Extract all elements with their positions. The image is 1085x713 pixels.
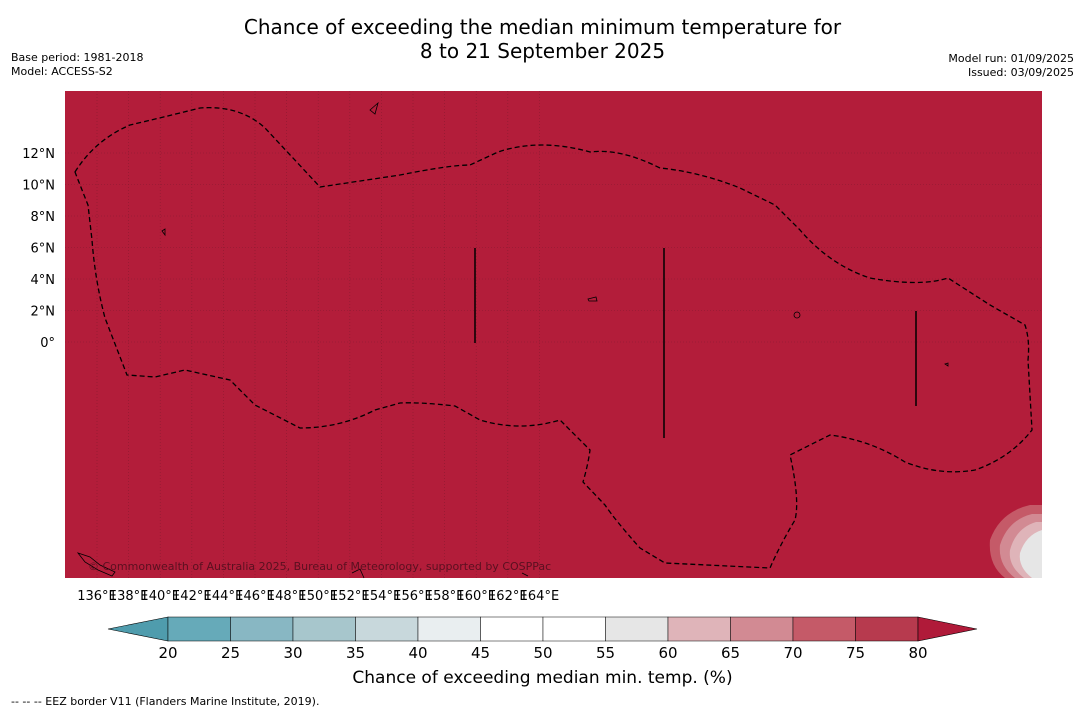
colorbar-segment xyxy=(480,616,544,642)
run-info: Model run: 01/09/2025 Issued: 03/09/2025 xyxy=(948,52,1074,80)
longitude-label: 160°E xyxy=(456,589,496,604)
longitude-label: 150°E xyxy=(298,589,338,604)
copyright-text: © Commonwealth of Australia 2025, Bureau… xyxy=(88,560,551,573)
colorbar-extend-low xyxy=(107,616,169,642)
map-title: Chance of exceeding the median minimum t… xyxy=(0,15,1085,63)
colorbar-segment xyxy=(667,616,731,642)
longitude-label: 138°E xyxy=(109,589,149,604)
colorbar-tick-label: 50 xyxy=(533,644,553,662)
eez-footnote: -- -- -- EEZ border V11 (Flanders Marine… xyxy=(11,695,320,708)
colorbar-tick-label: 25 xyxy=(220,644,241,662)
colorbar-segment xyxy=(230,616,294,642)
longitude-label: 142°E xyxy=(172,589,212,604)
contour-patch xyxy=(989,505,1042,578)
colorbar-tick-label: 75 xyxy=(845,644,866,662)
longitude-label: 156°E xyxy=(393,589,433,604)
colorbar-segment xyxy=(855,616,919,642)
issued-text: Issued: 03/09/2025 xyxy=(967,66,1074,79)
longitude-label: 162°E xyxy=(488,589,528,604)
latitude-label: 12°N xyxy=(22,147,55,162)
base-period-text: Base period: 1981-2018 xyxy=(11,51,144,64)
longitude-label: 136°E xyxy=(77,589,117,604)
islands xyxy=(76,101,949,579)
colorbar-segment xyxy=(730,616,794,642)
latitude-label: 6°N xyxy=(31,242,56,257)
colorbar xyxy=(107,616,978,642)
colorbar-segment xyxy=(417,616,481,642)
colorbar-segment xyxy=(167,616,231,642)
longitude-label: 152°E xyxy=(330,589,370,604)
model-text: Model: ACCESS-S2 xyxy=(11,65,113,78)
colorbar-tick-label: 60 xyxy=(658,644,678,662)
colorbar-title: Chance of exceeding median min. temp. (%… xyxy=(352,668,733,688)
colorbar-segment xyxy=(292,616,356,642)
colorbar-extend-high xyxy=(917,616,978,642)
colorbar-tick-label: 20 xyxy=(158,644,178,662)
latitude-labels: 12°N 10°N 8°N 6°N 4°N 2°N 0° xyxy=(22,147,55,351)
longitude-label: 144°E xyxy=(204,589,244,604)
title-line-2: 8 to 21 September 2025 xyxy=(419,39,666,63)
model-run-text: Model run: 01/09/2025 xyxy=(948,52,1074,65)
colorbar-segment xyxy=(542,616,606,642)
latitude-label: 8°N xyxy=(31,210,56,225)
colorbar-tick-label: 45 xyxy=(470,644,491,662)
model-info: Base period: 1981-2018 Model: ACCESS-S2 xyxy=(11,51,143,79)
colorbar-tick-label: 65 xyxy=(720,644,741,662)
latitude-label: 10°N xyxy=(22,179,55,194)
colorbar-segment xyxy=(605,616,669,642)
longitude-label: 146°E xyxy=(235,589,275,604)
graticule xyxy=(65,91,1042,578)
colorbar-tick-label: 80 xyxy=(908,644,928,662)
colorbar-tick-label: 55 xyxy=(595,644,616,662)
map-plot-area xyxy=(65,91,1042,578)
longitude-label: 140°E xyxy=(140,589,180,604)
longitude-label: 154°E xyxy=(362,589,402,604)
longitude-label: 158°E xyxy=(425,589,465,604)
colorbar-tick-label: 35 xyxy=(345,644,366,662)
colorbar-tick-label: 40 xyxy=(408,644,428,662)
colorbar-tick-label: 30 xyxy=(283,644,303,662)
latitude-label: 4°N xyxy=(31,273,56,288)
colorbar-segment xyxy=(355,616,419,642)
eez-border xyxy=(74,107,1033,569)
colorbar-tick-label: 70 xyxy=(783,644,803,662)
longitude-label: 164°E xyxy=(520,589,560,604)
latitude-label: 0° xyxy=(40,336,55,351)
longitude-label: 148°E xyxy=(267,589,307,604)
latitude-label: 2°N xyxy=(31,305,56,320)
longitude-labels: 136°E138°E140°E142°E144°E146°E148°E150°E… xyxy=(77,589,559,604)
title-line-1: Chance of exceeding the median minimum t… xyxy=(243,15,842,39)
colorbar-segment xyxy=(792,616,856,642)
